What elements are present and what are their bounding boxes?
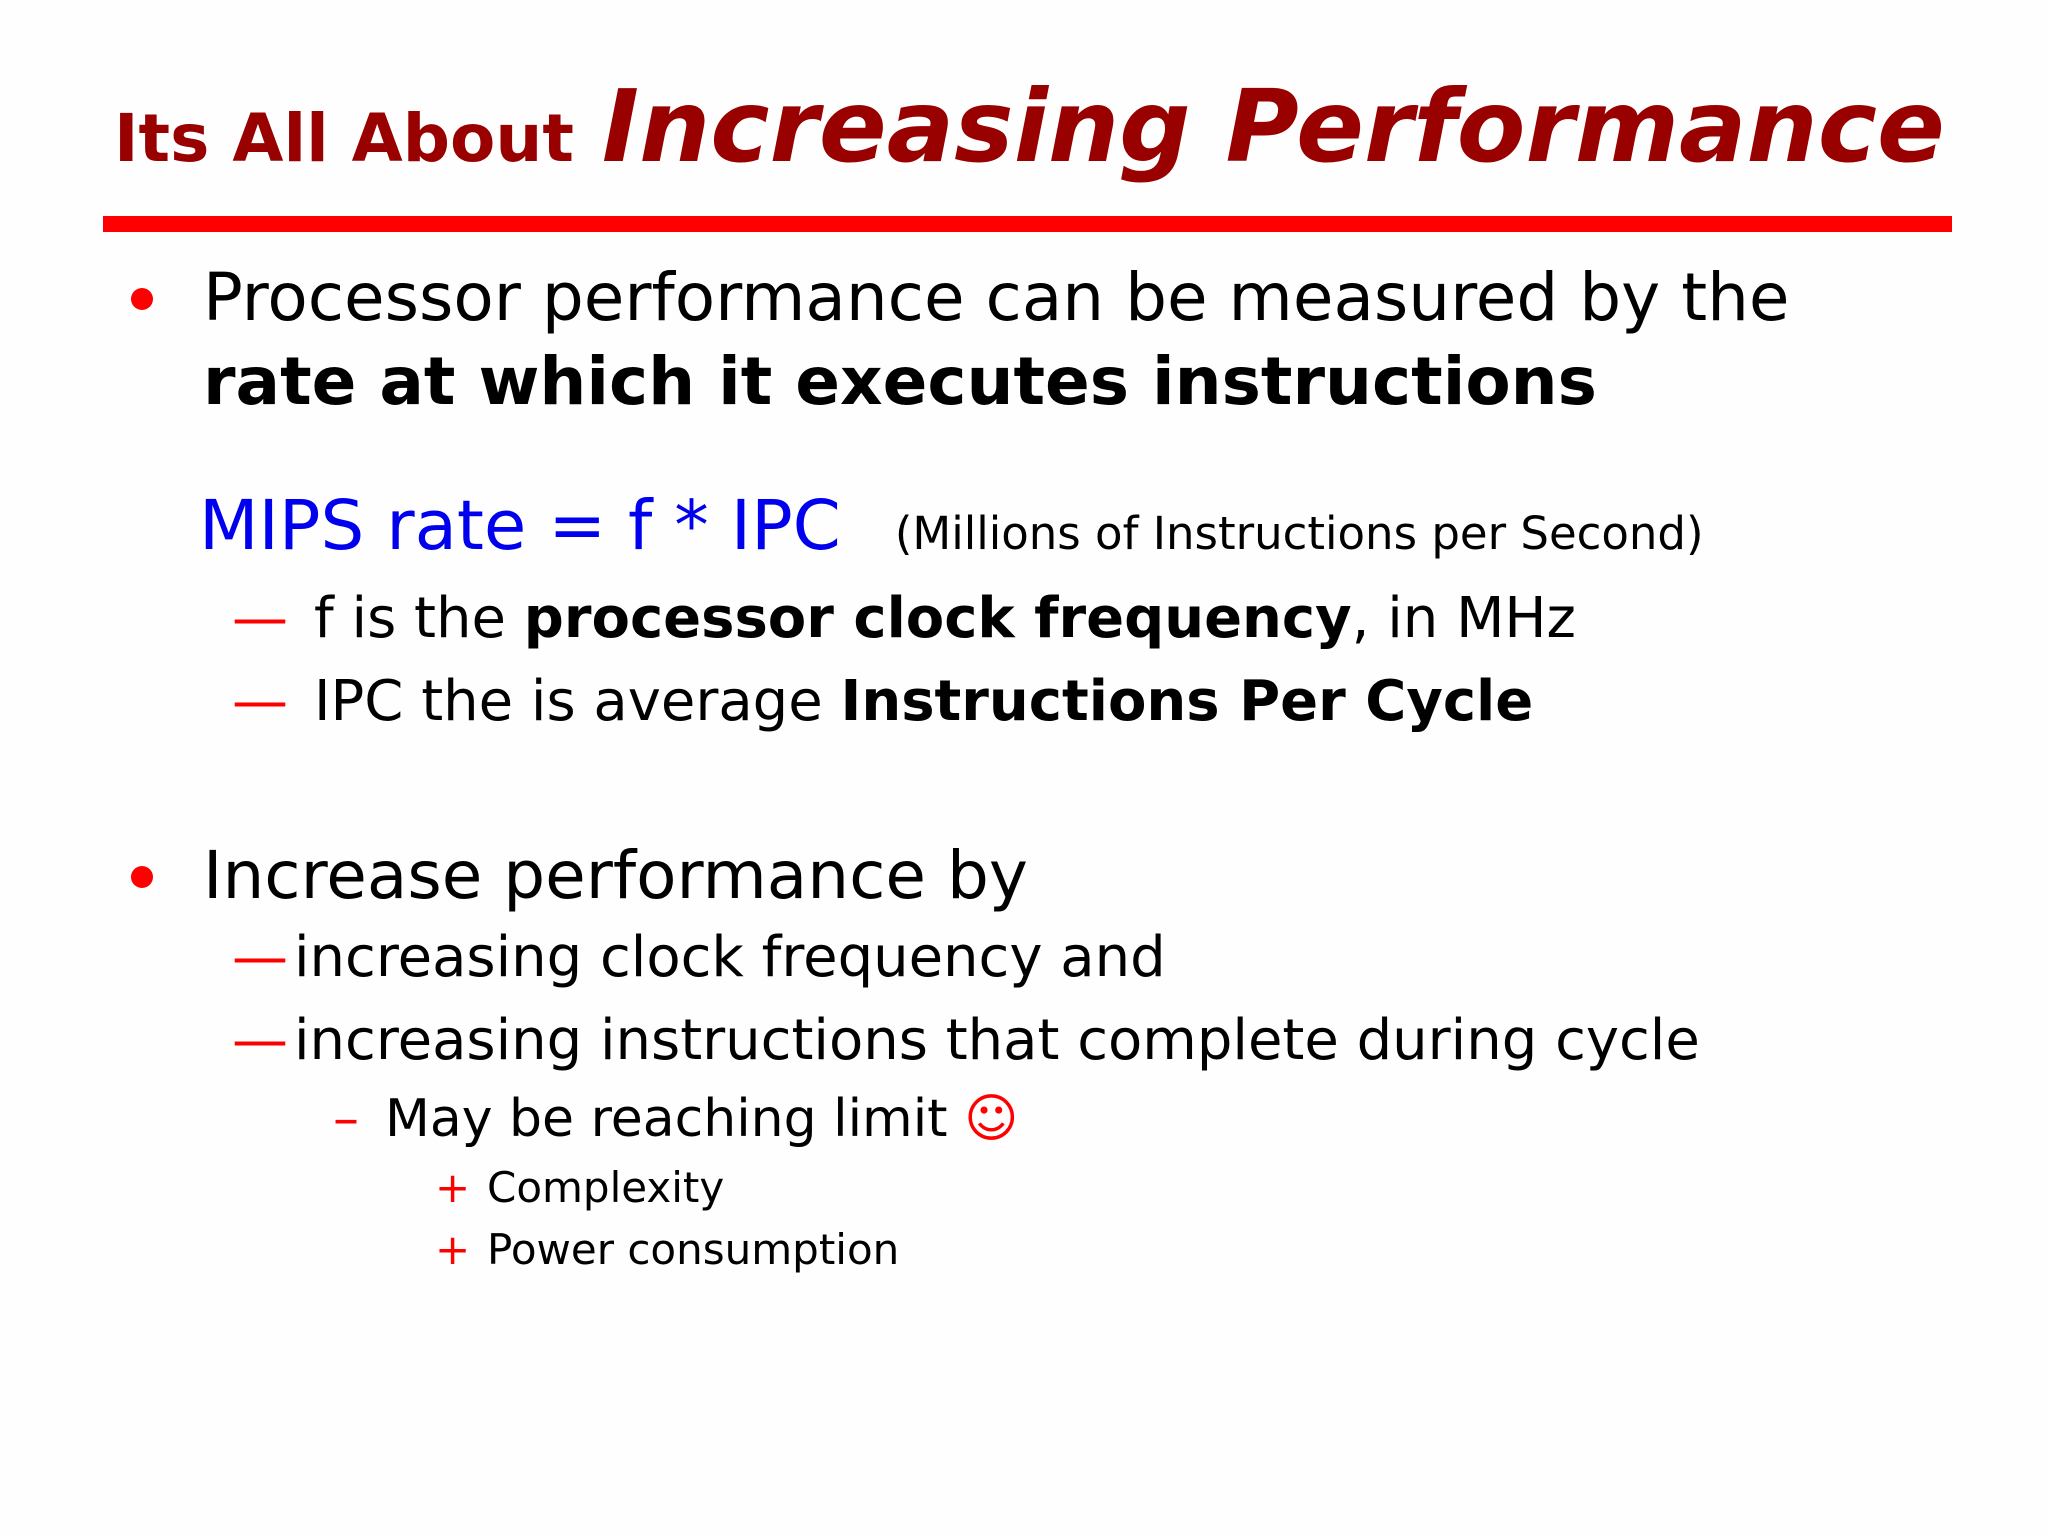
- sub-sub-sub-item: + Complexity: [435, 1160, 724, 1216]
- sub-item: — IPC the is average Instructions Per Cyc…: [232, 666, 1533, 738]
- bullet-1-line-1: Processor performance can be measured by…: [203, 259, 1790, 336]
- dash-marker: —: [232, 1008, 288, 1073]
- dash-marker: —: [232, 586, 288, 651]
- sub-item: — increasing instructions that complete d…: [232, 1005, 1700, 1077]
- bullet-1-line-2: rate at which it executes instructions: [203, 340, 1597, 424]
- smiley-icon: ☺: [964, 1089, 1019, 1149]
- formula-expression: MIPS rate = f * IPC: [199, 486, 841, 566]
- formula-line: MIPS rate = f * IPC (Millions of Instruct…: [199, 486, 1704, 566]
- bullet-1-bold: rate at which it executes instructions: [203, 343, 1597, 420]
- sub-sub-item: – May be reaching limit ☺: [333, 1086, 1018, 1152]
- bullet-dot: [131, 288, 153, 310]
- formula-note: (Millions of Instructions per Second): [894, 507, 1704, 560]
- sub-item-bold: Instructions Per Cycle: [840, 669, 1534, 734]
- dash-marker: –: [333, 1089, 359, 1149]
- sub-item: — increasing clock frequency and: [232, 922, 1166, 994]
- plus-marker: +: [435, 1163, 471, 1212]
- title-emphasis: Increasing Performance: [601, 68, 1945, 185]
- dash-marker: —: [232, 925, 288, 990]
- sub-item: — f is the processor clock frequency, in …: [232, 583, 1576, 655]
- sub-sub-sub-item: + Power consumption: [435, 1222, 899, 1278]
- slide-title: Its All About Increasing Performance: [114, 68, 1945, 185]
- title-prefix: Its All About: [114, 100, 574, 177]
- title-underline: [103, 216, 1952, 232]
- dash-marker: —: [232, 669, 288, 734]
- bullet-dot: [131, 866, 153, 888]
- bullet-2-line: Increase performance by: [203, 837, 1028, 914]
- sub-item-bold: processor clock frequency: [523, 586, 1352, 651]
- plus-marker: +: [435, 1225, 471, 1274]
